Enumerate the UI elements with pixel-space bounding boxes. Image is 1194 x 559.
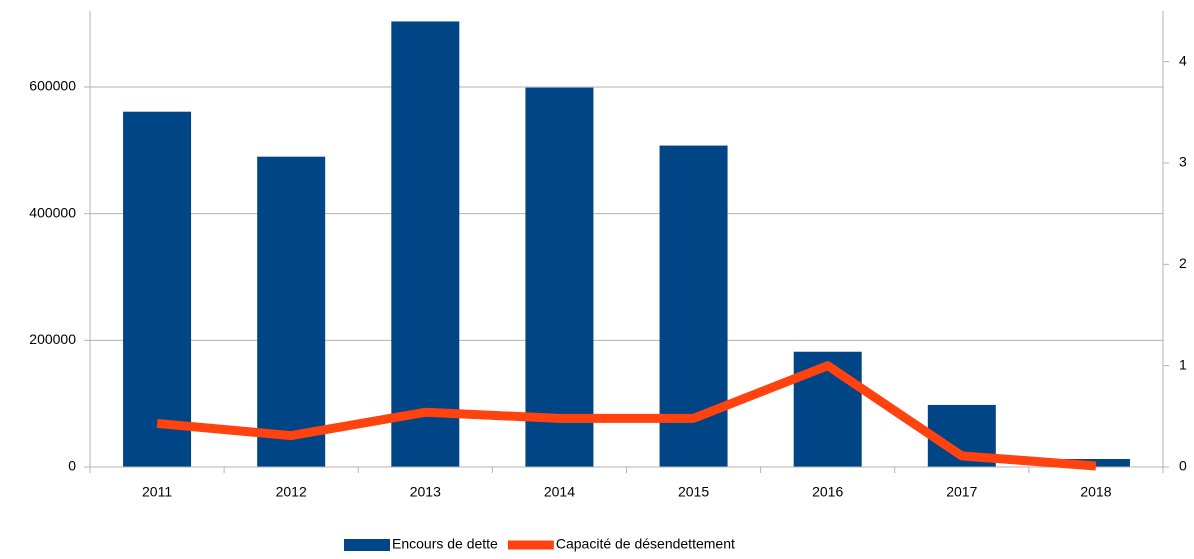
bar	[257, 156, 326, 467]
y-tick-label: 0	[68, 458, 76, 474]
y2-tick-label: 0	[1179, 458, 1187, 474]
bar	[391, 21, 460, 467]
x-tick-label: 2017	[946, 484, 977, 500]
y-tick-label: 200000	[29, 331, 76, 347]
legend-swatch	[344, 539, 390, 551]
y2-tick-label: 1	[1179, 356, 1187, 372]
x-tick-label: 2013	[410, 484, 441, 500]
legend-label: Capacité de désendettement	[556, 536, 735, 552]
y-tick-label: 400000	[29, 204, 76, 220]
line	[156, 361, 1097, 471]
y-tick-label: 600000	[29, 78, 76, 94]
bar	[123, 111, 192, 467]
x-tick-label: 2014	[544, 484, 575, 500]
legend-label: Encours de dette	[392, 536, 498, 552]
x-tick-label: 2012	[276, 484, 307, 500]
x-tick-label: 2015	[678, 484, 709, 500]
y2-tick-label: 4	[1179, 52, 1187, 68]
x-tick-label: 2011	[142, 484, 172, 500]
x-tick-label: 2016	[812, 484, 843, 500]
y2-tick-label: 2	[1179, 255, 1187, 271]
bar	[525, 87, 594, 467]
y2-tick-label: 3	[1179, 154, 1187, 170]
x-tick-label: 2018	[1080, 484, 1111, 500]
